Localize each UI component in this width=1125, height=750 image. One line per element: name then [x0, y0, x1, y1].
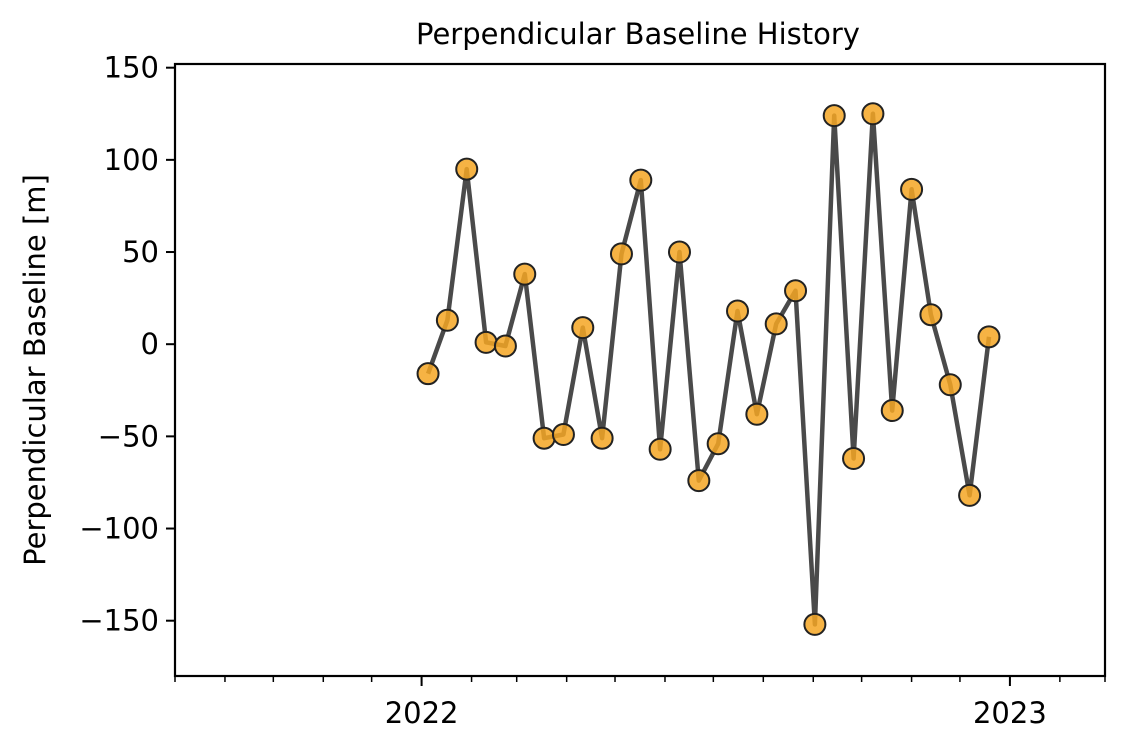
data-point: [609, 242, 633, 266]
y-tick-label: 100: [104, 143, 159, 177]
data-point: [455, 157, 479, 181]
x-tick-label: 2023: [973, 696, 1047, 730]
data-point: [784, 279, 808, 303]
data-point: [513, 262, 537, 286]
data-point: [706, 432, 730, 456]
data-point: [416, 362, 440, 386]
data-point: [977, 325, 1001, 349]
y-tick-label: −100: [79, 512, 159, 546]
data-point: [590, 426, 614, 450]
data-point: [648, 437, 672, 461]
data-point: [880, 399, 904, 423]
x-tick-label: 2022: [385, 696, 459, 730]
data-point: [919, 303, 943, 327]
data-point: [938, 373, 962, 397]
series-group: [416, 102, 1001, 636]
plot-frame: [173, 62, 1107, 678]
y-tick-label: 150: [104, 51, 159, 85]
data-point: [667, 240, 691, 264]
y-tick-label: 0: [141, 327, 159, 361]
y-axis: 150 100 50 0 −50 −100 −150: [79, 51, 175, 638]
data-point: [571, 316, 595, 340]
chart-title: Perpendicular Baseline History: [416, 17, 860, 51]
data-point: [842, 446, 866, 470]
data-point: [551, 423, 575, 447]
y-tick-label: 50: [122, 235, 159, 269]
data-point: [629, 168, 653, 192]
data-point: [958, 483, 982, 507]
y-tick-label: −150: [79, 604, 159, 638]
data-point: [900, 177, 924, 201]
data-point: [745, 402, 769, 426]
data-point: [474, 330, 498, 354]
y-axis-label: Perpendicular Baseline [m]: [18, 174, 52, 566]
data-point: [687, 469, 711, 493]
data-point: [493, 334, 517, 358]
data-point: [822, 104, 846, 128]
data-point: [726, 299, 750, 323]
series-line: [425, 111, 992, 627]
data-point: [435, 308, 459, 332]
data-point: [861, 102, 885, 126]
x-axis: 2022 2023: [174, 676, 1106, 730]
y-tick-label: −50: [98, 419, 159, 453]
data-point: [532, 426, 556, 450]
data-point: [764, 312, 788, 336]
data-point: [803, 612, 827, 636]
